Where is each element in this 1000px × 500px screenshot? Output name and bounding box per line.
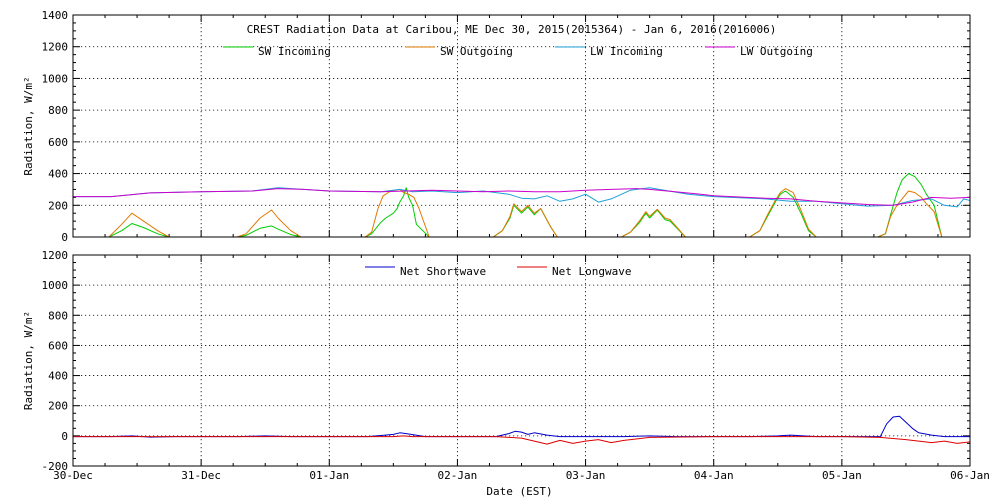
x-tick-label: 01-Jan: [309, 469, 349, 482]
legend-label: LW Outgoing: [740, 45, 813, 58]
y-tick-label: 1200: [42, 41, 69, 54]
series-line-net-shortwave: [73, 415, 970, 438]
x-tick-label: 04-Jan: [694, 469, 734, 482]
legend-label: SW Outgoing: [440, 45, 513, 58]
y-tick-label: 200: [48, 400, 68, 413]
panel-radiation: 0 200 400 600 800 1000 1200 1400 SW Incoming SW O…: [22, 9, 971, 244]
x-tick-label: 02-Jan: [438, 469, 478, 482]
y-tick-label: 800: [48, 309, 68, 322]
y-axis-label: Radiation, W/m²: [22, 311, 35, 410]
y-tick-label: 600: [48, 339, 68, 352]
y-tick-label: 0: [61, 430, 68, 443]
series-line-net-longwave: [73, 435, 970, 445]
chart-title: CREST Radiation Data at Caribou, ME Dec …: [247, 23, 777, 36]
y-tick-label: 400: [48, 168, 68, 181]
x-tick-label: 05-Jan: [822, 469, 862, 482]
x-tick-label: 31-Dec: [181, 469, 221, 482]
panel-net-radiation: -200 0 200 400 600 800 1000 1200 30-Dec 31-Dec 01-…: [22, 249, 990, 498]
series-line-lw-incoming: [73, 187, 970, 208]
legend-label: LW Incoming: [590, 45, 663, 58]
y-tick-label: 400: [48, 370, 68, 383]
x-tick-label: 06-Jan: [950, 469, 990, 482]
y-tick-label: 200: [48, 199, 68, 212]
series-line-sw-incoming: [73, 173, 970, 237]
series-line-sw-outgoing: [73, 188, 970, 237]
y-tick-label: 600: [48, 136, 68, 149]
y-axis-label: Radiation, W/m²: [22, 76, 35, 175]
y-tick-label: 1400: [42, 9, 69, 22]
y-tick-label: 0: [61, 231, 68, 244]
y-tick-label: -200: [42, 460, 69, 473]
x-tick-label: 30-Dec: [53, 469, 93, 482]
series-line-lw-outgoing: [73, 188, 970, 206]
plot-frame: [72, 14, 971, 238]
plot-frame: [72, 254, 971, 467]
y-tick-label: 1200: [42, 249, 69, 262]
y-tick-label: 1000: [42, 279, 69, 292]
x-axis-label: Date (EST): [486, 485, 552, 498]
y-tick-label: 800: [48, 104, 68, 117]
legend-label: SW Incoming: [258, 45, 331, 58]
legend-label: Net Longwave: [552, 265, 631, 278]
legend-label: Net Shortwave: [400, 265, 486, 278]
x-tick-label: 03-Jan: [566, 469, 606, 482]
y-tick-label: 1000: [42, 72, 69, 85]
